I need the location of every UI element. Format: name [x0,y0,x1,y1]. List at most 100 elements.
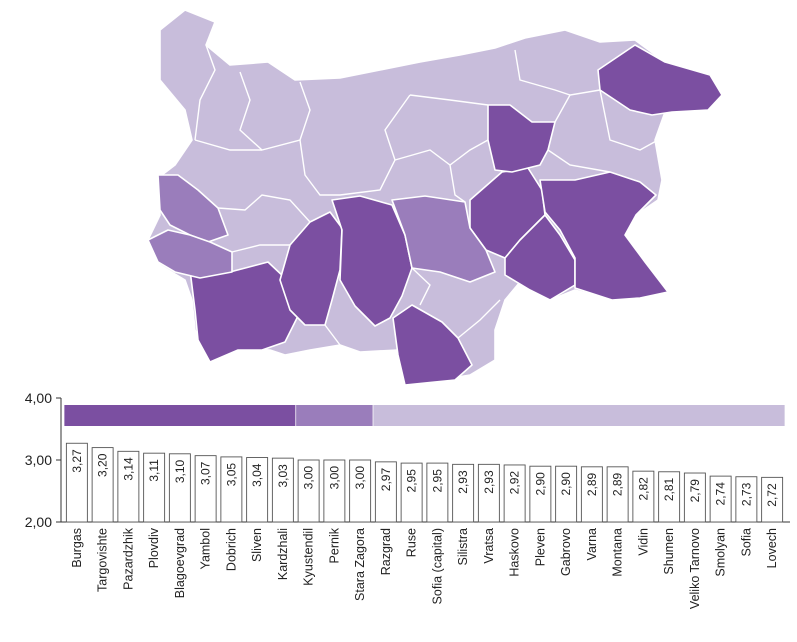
bar [580,466,603,523]
map-province-borders [194,44,659,346]
bar [349,459,372,523]
bar-value-label: 2,90 [559,472,573,496]
bar-value-label: 3,10 [173,459,187,483]
category-label: Blagoevgrad [173,528,187,598]
bar [400,462,423,523]
bar-value-label: 2,89 [611,472,625,496]
group-color-bar-light [373,405,785,426]
bar-value-label: 3,07 [199,461,213,485]
bar [683,472,706,523]
bar-value-label: 3,14 [121,457,135,481]
map-region-kyustendil-blagoevgrad [189,261,301,363]
value-labels: 3,27 3,20 3,14 3,11 3,10 3,07 3,05 3,04 3,03 3,00… [70,449,779,507]
bar [91,447,114,523]
category-label: Montana [611,528,625,577]
bar-value-label: 3,27 [70,449,84,473]
category-label: Plovdiv [147,527,161,568]
bar [632,470,655,523]
bar [529,465,552,523]
map-region-targovishte [487,104,556,173]
bar [168,453,191,523]
bar-value-label: 2,95 [405,469,419,493]
map-region-stara-zagora [391,195,496,283]
bar [761,476,784,523]
category-label: Sofia [739,528,753,557]
bar [658,471,681,523]
category-label: Haskovo [508,528,522,577]
legend-color-bars [64,405,785,426]
category-label: Pernik [327,527,341,563]
bar [374,461,397,523]
category-label: Gabrovo [559,528,573,576]
category-label: Vratsa [482,528,496,564]
bar [426,462,449,523]
category-label: Pazardzhik [121,527,135,590]
map-region-kyustendil [157,174,229,243]
category-label: Stara Zagora [353,528,367,601]
category-label: Dobrich [224,528,238,571]
bar-value-label: 2,95 [430,469,444,493]
bar [194,455,217,523]
bar [555,465,578,523]
category-label: Lovech [765,528,779,568]
bar [220,456,243,523]
category-labels: Burgas Targovishte Pazardzhik Plovdiv Blagoe… [70,527,779,609]
bar-value-label: 2,92 [508,471,522,495]
bar-value-label: 2,74 [714,482,728,506]
bar-value-label: 2,93 [482,470,496,494]
category-label: Kardzhali [276,528,290,580]
category-label: Ruse [405,528,419,557]
bar-chart: 2,00 3,00 4,00 3,27 3,20 3,14 3,11 3,10 3,07 3,0… [25,390,790,609]
bar [503,464,526,523]
bar-value-label: 2,93 [456,470,470,494]
map-region-plovdiv [331,195,413,327]
bar [117,450,140,523]
bar-value-label: 2,90 [533,472,547,496]
map-region-pernik [147,229,233,279]
bar-value-label: 3,00 [353,466,367,490]
category-label: Kyustendil [302,528,316,586]
bar [606,466,629,523]
category-label: Burgas [70,528,84,568]
bar-value-label: 3,20 [96,453,110,477]
y-tick-label: 3,00 [25,452,52,468]
bar [735,476,758,523]
bar [477,463,500,523]
bulgaria-province-map [147,9,723,386]
category-label: Shumen [662,528,676,575]
bar-value-label: 2,81 [662,477,676,501]
category-label: Sliven [250,528,264,562]
category-label: Yambol [199,528,213,569]
category-label: Sofia (capital) [430,528,444,604]
category-label: Pleven [533,528,547,566]
map-region-burgas [539,171,669,301]
bar-value-label: 2,82 [636,477,650,501]
bar-value-label: 2,89 [585,472,599,496]
y-tick-label: 2,00 [25,514,52,530]
category-label: Varna [585,528,599,560]
bar-value-label: 3,05 [224,463,238,487]
category-label: Silistra [456,528,470,566]
bar-value-label: 3,00 [327,466,341,490]
category-label: Razgrad [379,528,393,575]
bar-value-label: 2,97 [379,468,393,492]
bar [709,475,732,523]
bar [143,452,166,523]
map-region-pazardzhik [279,211,343,326]
category-label: Smolyan [714,528,728,577]
category-label: Targovishte [96,528,110,592]
group-color-bar-dark [64,405,296,426]
map-region-dobrich [597,44,723,116]
group-color-bar-medium [296,405,373,426]
bar-value-label: 2,79 [688,479,702,503]
bar-value-label: 3,04 [250,463,264,487]
bar [452,463,475,523]
bars [65,442,784,523]
bar [297,459,320,523]
bar [246,457,269,523]
category-label: Vidin [636,528,650,556]
bar [271,457,294,523]
bar-value-label: 2,72 [765,483,779,507]
category-label: Veliko Tarnovo [688,528,702,609]
y-tick-label: 4,00 [25,390,52,406]
